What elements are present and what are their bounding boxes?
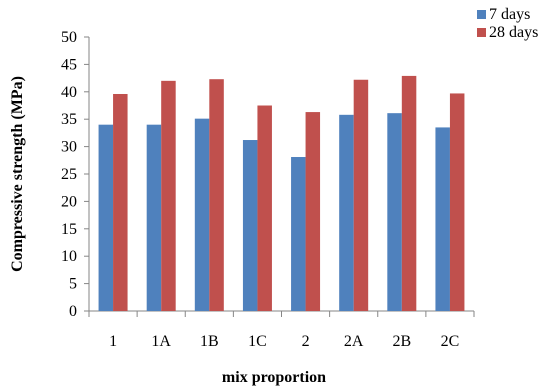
bar-28-days-1: [113, 93, 128, 311]
y-axis: 0 5 10 15 20 25 30 35 40 45 50: [61, 29, 90, 320]
bar-7-days-1: [98, 124, 114, 312]
y-axis-title: Compressive strength (MPa): [9, 76, 26, 272]
x-axis-title: mix proportion: [222, 369, 326, 386]
bar-7-days-1C: [242, 140, 258, 311]
bars: [98, 75, 465, 312]
y-tick-label: 30: [61, 139, 77, 156]
y-tick-label: 50: [61, 29, 77, 46]
bar-28-days-1C: [257, 105, 272, 311]
bar-7-days-1A: [146, 124, 162, 312]
legend-swatch: [477, 10, 486, 19]
legend-label: 7 days: [489, 6, 530, 23]
x-tick-label: 1B: [200, 333, 219, 350]
bar-28-days-1B: [209, 79, 224, 311]
y-tick-label: 35: [61, 111, 77, 128]
x-tick-label: 1: [109, 333, 117, 350]
bar-28-days-2C: [449, 93, 465, 311]
bar-28-days-2B: [401, 75, 417, 312]
bar-7-days-2C: [435, 127, 450, 311]
y-tick-label: 10: [61, 248, 77, 265]
x-tick-label: 2A: [344, 333, 364, 350]
bar-28-days-2A: [353, 79, 369, 311]
x-tick-label: 1A: [151, 333, 171, 350]
legend-label: 28 days: [489, 24, 538, 41]
x-tick-label: 2B: [392, 333, 411, 350]
legend-swatch: [477, 28, 486, 37]
y-tick-label: 0: [69, 303, 77, 320]
y-tick-label: 45: [61, 56, 77, 73]
bar-28-days-1A: [161, 80, 176, 311]
y-tick-label: 5: [69, 276, 77, 293]
bar-28-days-2: [305, 112, 321, 312]
bar-7-days-2B: [387, 113, 402, 311]
bar-7-days-2: [291, 157, 306, 311]
x-tick-label: 1C: [248, 333, 267, 350]
y-tick-label: 20: [61, 193, 77, 210]
bar-7-days-2A: [339, 114, 354, 311]
bar-7-days-1B: [194, 118, 210, 311]
x-tick-label: 2: [302, 333, 310, 350]
x-tick-label: 2C: [441, 333, 460, 350]
y-tick-label: 40: [61, 84, 77, 101]
x-axis: 1 1A 1B 1C 2 2A 2B 2C: [88, 310, 475, 350]
y-tick-label: 25: [61, 166, 77, 183]
y-tick-label: 15: [61, 221, 77, 238]
